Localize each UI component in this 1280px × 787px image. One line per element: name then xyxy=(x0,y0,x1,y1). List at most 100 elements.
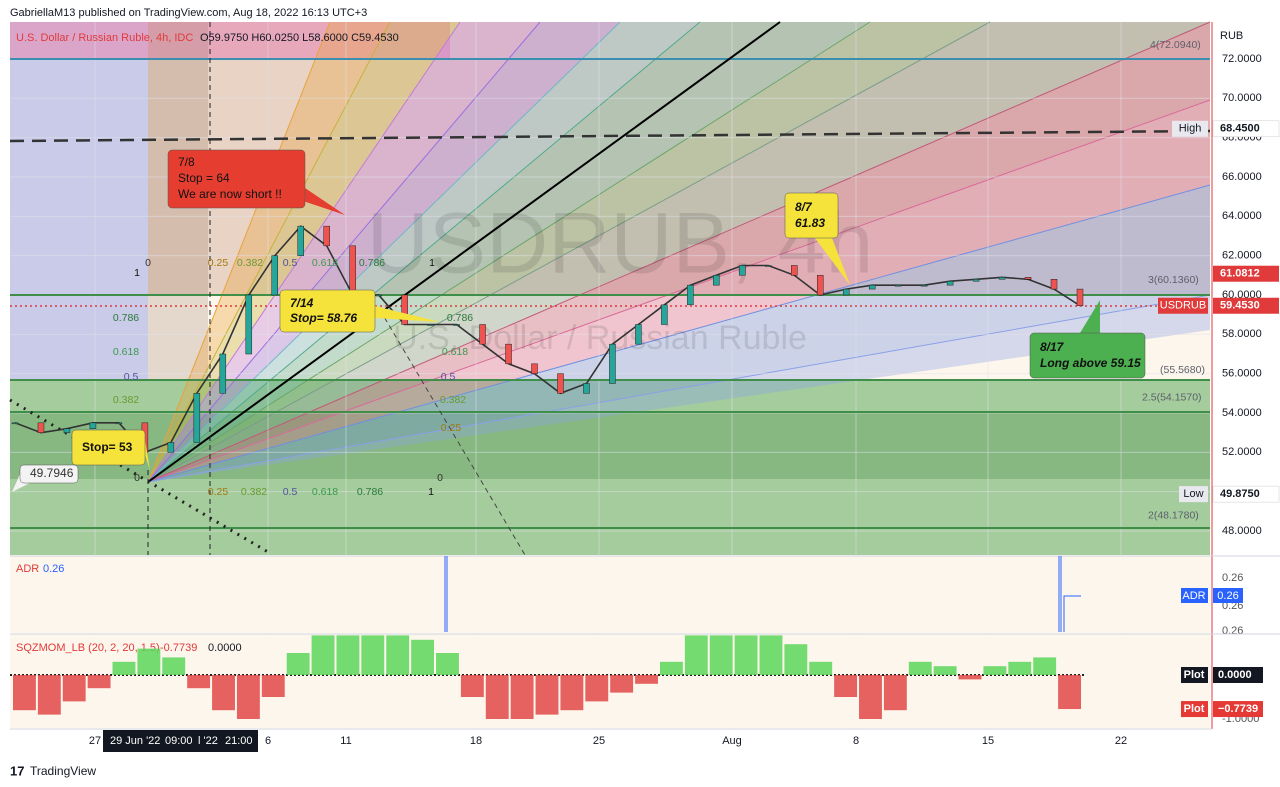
y-tick-label: 62.0000 xyxy=(1222,250,1262,262)
price-badge-text: 49.8750 xyxy=(1220,488,1260,500)
callout-pointer xyxy=(375,306,440,322)
badge xyxy=(1181,588,1208,603)
momentum-bar xyxy=(859,674,882,720)
x-tick-label: 15 xyxy=(982,735,994,747)
momentum-bar xyxy=(933,666,957,675)
momentum-bar xyxy=(585,674,609,702)
y-tick-label: 66.0000 xyxy=(1222,171,1262,183)
momentum-bar xyxy=(87,674,111,689)
candle xyxy=(713,275,720,286)
momentum-bar xyxy=(834,674,858,698)
callout xyxy=(279,289,376,333)
candle xyxy=(1050,279,1058,290)
fan-label: 0.5 xyxy=(124,371,139,383)
dotted-line xyxy=(9,398,269,554)
y-tick-label: 64.0000 xyxy=(1222,210,1262,222)
candle xyxy=(401,294,408,325)
callout-text: 8/7 xyxy=(795,200,813,214)
candle xyxy=(63,428,71,433)
x-tick-label: 6 xyxy=(265,735,271,747)
y-tick-label: 58.0000 xyxy=(1222,328,1262,340)
callout xyxy=(19,464,79,484)
name-badge-text: Low xyxy=(1183,488,1203,500)
adr-axis-label: 0.26 xyxy=(1222,572,1243,584)
callout-pointer xyxy=(145,440,150,470)
fan-label: 0.618 xyxy=(442,346,468,358)
x-tick-label: 11 xyxy=(340,735,351,747)
footer-text: TradingView xyxy=(30,764,96,778)
publisher: GabriellaM13 published on TradingView.co… xyxy=(10,7,367,19)
candle xyxy=(479,324,486,345)
fan-label: 0.25 xyxy=(441,422,462,434)
momentum-bar xyxy=(485,674,509,720)
candle xyxy=(661,304,668,325)
y-tick-label: 54.0000 xyxy=(1222,407,1262,419)
candle xyxy=(453,324,460,326)
callout-text: 49.7946 xyxy=(30,466,74,480)
fan-label: 0.5 xyxy=(283,486,298,498)
badge-text: Plot xyxy=(1184,703,1205,715)
momentum-bar xyxy=(1058,674,1081,710)
candle xyxy=(557,373,564,394)
momentum-bar xyxy=(13,674,36,711)
name-badge xyxy=(1172,120,1208,137)
candle xyxy=(323,225,330,247)
momentum-bar xyxy=(62,674,86,702)
fan-line xyxy=(147,294,1211,483)
x-tick-label: Aug xyxy=(722,735,742,747)
candle xyxy=(894,284,902,287)
price-badge xyxy=(1212,485,1280,503)
x-tick-label: 18 xyxy=(470,735,482,747)
fan-label: 0.382 xyxy=(241,486,267,498)
fan-line xyxy=(147,184,1211,483)
candle xyxy=(972,279,980,282)
fan-label: 1 xyxy=(429,257,435,269)
watermark-sub: U.S. Dollar / Russian Ruble xyxy=(393,319,807,357)
fan-label: 0.5 xyxy=(283,257,298,269)
adr-badge-value: 0.26 xyxy=(1217,590,1238,602)
adr-axis-label: 0.26 xyxy=(1222,625,1243,637)
callout xyxy=(1029,332,1146,379)
fan-label: 0.786 xyxy=(357,486,383,498)
fan-label: 0 xyxy=(134,472,140,484)
momentum-bar xyxy=(759,635,783,675)
momentum-bar xyxy=(386,635,410,675)
zone xyxy=(10,22,148,380)
value-badge-text: −0.7739 xyxy=(1218,703,1258,715)
axis-bg xyxy=(1210,22,1280,555)
crosshair-label xyxy=(196,730,258,752)
fan-label: 0.786 xyxy=(447,312,473,324)
y-tick-label: 48.0000 xyxy=(1222,525,1262,537)
momentum-bar xyxy=(908,661,932,675)
fib-level-label: (55.5680) xyxy=(1160,364,1205,376)
pane-bg xyxy=(10,556,1210,633)
dashed-line xyxy=(379,309,526,556)
candle xyxy=(635,324,642,345)
price-series xyxy=(11,225,1084,454)
callout-pointer xyxy=(815,238,850,285)
price-axis: RUB 72.000070.000068.000066.000064.00006… xyxy=(1158,22,1280,730)
fan-label: 0.382 xyxy=(237,257,263,269)
candle xyxy=(11,422,19,425)
callout-text: Stop= 53 xyxy=(82,440,133,454)
price-line xyxy=(14,225,1081,454)
fan-label: 0.382 xyxy=(440,394,466,406)
momentum-bar xyxy=(236,674,260,720)
price-badge-text: 61.0812 xyxy=(1220,268,1260,280)
candle xyxy=(271,255,279,296)
fan-label: 0.5 xyxy=(441,371,456,383)
momentum-bar xyxy=(560,674,584,711)
crosshair-text: 29 Jun '22 xyxy=(110,735,160,747)
candle xyxy=(89,422,97,429)
callout-pointer xyxy=(300,188,345,215)
callout-text: Long above 59.15 xyxy=(1040,356,1141,370)
momentum-bar xyxy=(610,674,634,693)
crosshair-text: 21:00 xyxy=(225,735,253,747)
candle xyxy=(505,343,512,365)
fan-label: 1 xyxy=(134,267,140,279)
callout-pointer xyxy=(1080,300,1100,333)
callout-text: 7/14 xyxy=(290,296,314,310)
value-badge xyxy=(1213,666,1263,683)
time-axis: 27 6 11 18 25 Aug 8 15 22 29 Jun '22 09:00 l '22 21:… xyxy=(10,728,1280,754)
momentum-bar xyxy=(137,648,161,675)
